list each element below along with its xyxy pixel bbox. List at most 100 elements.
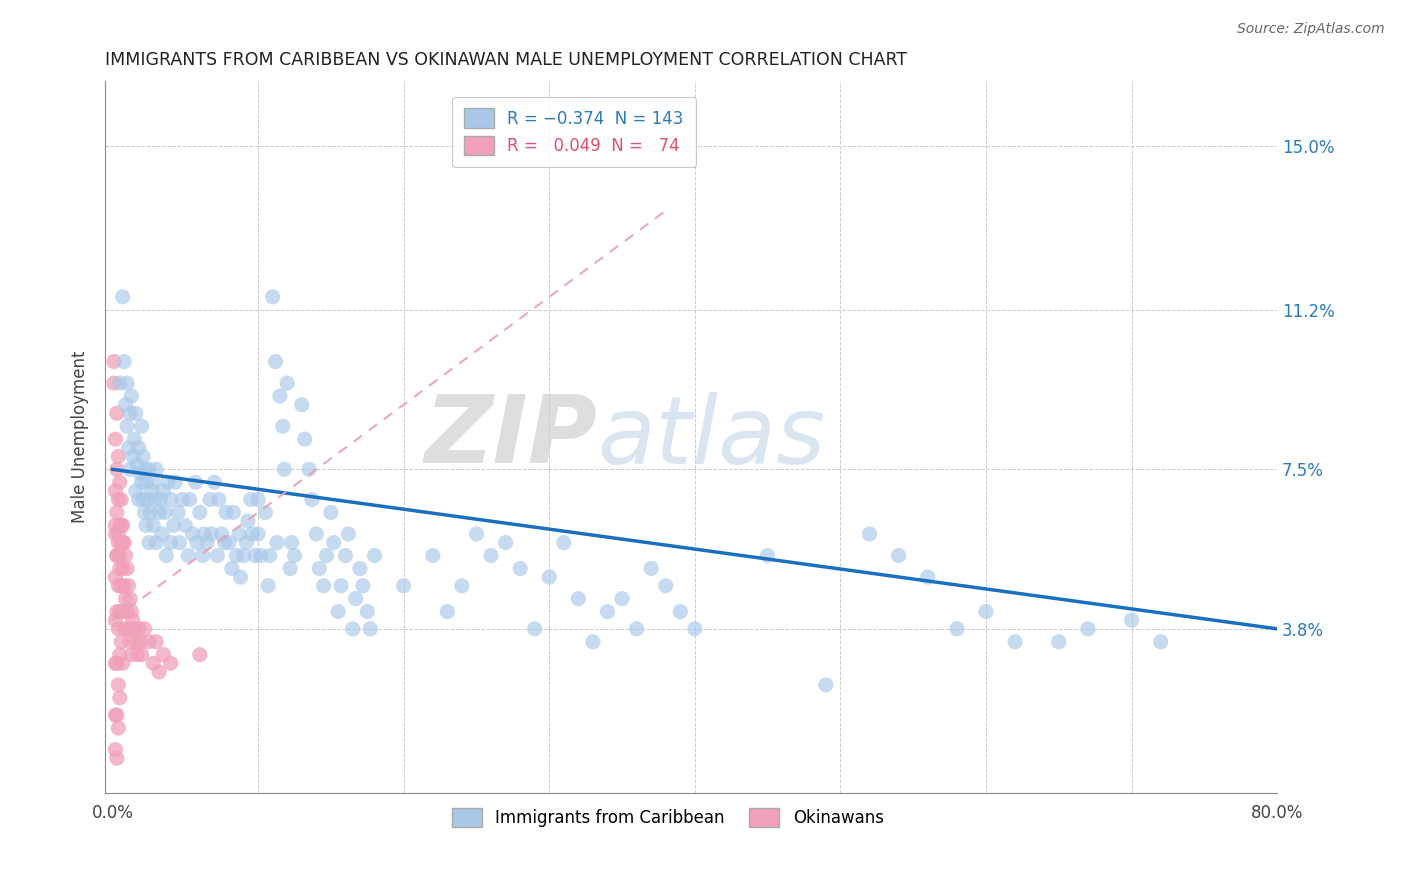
Point <box>136 492 159 507</box>
Point <box>152 483 174 498</box>
Point <box>235 535 257 549</box>
Point <box>294 432 316 446</box>
Point <box>111 518 134 533</box>
Point <box>298 462 321 476</box>
Point <box>103 376 125 390</box>
Point <box>264 354 287 368</box>
Point <box>266 535 288 549</box>
Point <box>118 634 141 648</box>
Legend: Immigrants from Caribbean, Okinawans: Immigrants from Caribbean, Okinawans <box>444 802 890 834</box>
Point <box>108 518 131 533</box>
Point <box>107 535 129 549</box>
Point <box>134 622 156 636</box>
Point <box>131 419 153 434</box>
Point <box>110 535 132 549</box>
Point <box>308 561 330 575</box>
Point <box>108 690 131 705</box>
Point <box>108 475 131 490</box>
Point <box>142 475 165 490</box>
Point <box>342 622 364 636</box>
Point <box>125 634 148 648</box>
Point <box>211 527 233 541</box>
Point <box>114 591 136 606</box>
Point <box>356 605 378 619</box>
Point <box>278 561 301 575</box>
Point <box>148 505 170 519</box>
Point <box>495 535 517 549</box>
Point <box>108 648 131 662</box>
Point <box>127 458 149 472</box>
Point <box>152 648 174 662</box>
Point <box>104 432 127 446</box>
Point <box>105 751 128 765</box>
Point <box>319 505 342 519</box>
Y-axis label: Male Unemployment: Male Unemployment <box>72 351 89 524</box>
Point <box>155 549 177 563</box>
Point <box>108 549 131 563</box>
Point <box>756 549 779 563</box>
Point <box>120 605 142 619</box>
Point <box>131 475 153 490</box>
Point <box>103 354 125 368</box>
Point <box>104 708 127 723</box>
Point <box>1150 634 1173 648</box>
Point <box>188 505 211 519</box>
Point <box>115 561 138 575</box>
Point <box>105 549 128 563</box>
Text: Source: ZipAtlas.com: Source: ZipAtlas.com <box>1237 22 1385 37</box>
Point <box>1047 634 1070 648</box>
Point <box>165 475 187 490</box>
Point <box>1077 622 1099 636</box>
Point <box>193 527 215 541</box>
Point <box>112 535 135 549</box>
Point <box>198 492 221 507</box>
Point <box>114 549 136 563</box>
Point <box>359 622 381 636</box>
Point <box>112 354 135 368</box>
Point <box>232 549 254 563</box>
Point <box>107 579 129 593</box>
Text: ZIP: ZIP <box>425 391 598 483</box>
Point <box>153 505 176 519</box>
Point <box>112 622 135 636</box>
Point <box>247 492 270 507</box>
Point <box>538 570 561 584</box>
Point <box>159 492 181 507</box>
Point <box>301 492 323 507</box>
Point <box>143 492 166 507</box>
Point <box>107 678 129 692</box>
Point <box>104 742 127 756</box>
Point <box>179 492 201 507</box>
Point <box>110 579 132 593</box>
Point <box>105 708 128 723</box>
Point <box>181 527 204 541</box>
Point <box>104 527 127 541</box>
Point <box>328 605 350 619</box>
Point <box>122 450 145 464</box>
Point <box>188 648 211 662</box>
Point <box>257 579 280 593</box>
Point <box>215 505 238 519</box>
Point <box>330 579 353 593</box>
Point <box>596 605 619 619</box>
Point <box>640 561 662 575</box>
Point <box>335 549 357 563</box>
Point <box>436 605 458 619</box>
Point <box>363 549 385 563</box>
Point <box>139 505 162 519</box>
Point <box>118 462 141 476</box>
Point <box>115 376 138 390</box>
Point <box>111 290 134 304</box>
Point <box>110 634 132 648</box>
Point <box>322 535 344 549</box>
Point <box>145 634 167 648</box>
Text: atlas: atlas <box>598 392 825 483</box>
Point <box>107 527 129 541</box>
Text: IMMIGRANTS FROM CARIBBEAN VS OKINAWAN MALE UNEMPLOYMENT CORRELATION CHART: IMMIGRANTS FROM CARIBBEAN VS OKINAWAN MA… <box>105 51 907 69</box>
Point <box>202 475 225 490</box>
Point <box>122 613 145 627</box>
Point <box>127 648 149 662</box>
Point <box>479 549 502 563</box>
Point <box>105 406 128 420</box>
Point <box>208 492 231 507</box>
